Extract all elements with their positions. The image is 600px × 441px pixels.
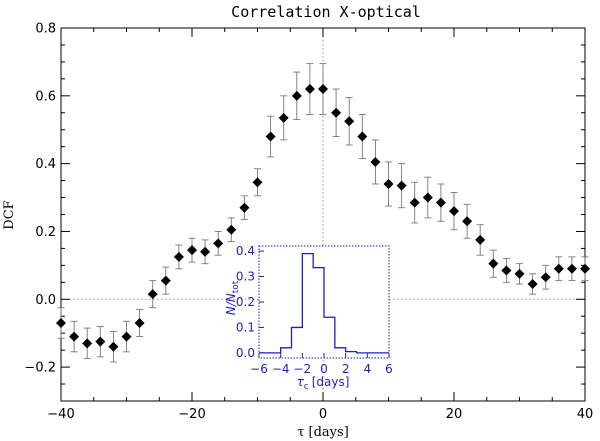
inset-y-tick-label: 0.0 (236, 346, 255, 360)
inset-x-label-subscript: c (304, 382, 309, 392)
data-point (580, 263, 590, 274)
data-point (173, 251, 184, 262)
y-tick-label: 0.0 (35, 293, 56, 308)
inset-y-label-main: N/N (224, 293, 238, 315)
x-tick-label: 40 (577, 407, 594, 422)
y-tick-label: −0.2 (24, 361, 56, 376)
data-point (278, 112, 289, 123)
data-point (514, 268, 525, 279)
inset-y-label-subscript: tot (231, 280, 241, 293)
data-point (435, 197, 446, 208)
data-points (56, 84, 590, 352)
data-point (383, 178, 394, 189)
x-tick-label: −20 (178, 407, 205, 422)
data-point (501, 265, 512, 276)
data-point (566, 263, 577, 274)
y-axis: −0.2 0.0 0.2 0.4 0.6 0.8 (24, 22, 585, 402)
y-tick-label: 0.6 (35, 89, 56, 104)
data-point (449, 206, 459, 217)
data-point (462, 216, 473, 227)
data-point (304, 84, 315, 95)
inset-x-tick-label: 2 (342, 362, 350, 376)
data-point (121, 331, 132, 342)
data-point (82, 338, 93, 349)
data-point (422, 192, 433, 203)
inset-y-axis: 0.0 0.1 0.2 0.3 0.4 (236, 244, 264, 360)
inset-x-tick-label: −2 (293, 362, 311, 376)
data-point (553, 263, 564, 274)
inset-x-tick-label: −4 (272, 362, 290, 376)
inset-x-tick-label: 4 (364, 362, 372, 376)
x-axis: −40 −20 0 20 40 (47, 28, 593, 422)
data-point (95, 336, 106, 347)
data-point (291, 90, 302, 101)
data-point (370, 156, 381, 167)
data-point (331, 107, 342, 118)
inset-y-label: N/Ntot (224, 280, 241, 315)
y-axis-label: DCF (2, 200, 17, 229)
data-point (344, 116, 355, 127)
inset-y-tick-label: 0.2 (236, 295, 255, 309)
data-point (69, 331, 80, 342)
y-tick-label: 0.2 (35, 225, 56, 240)
data-point (475, 234, 486, 245)
data-point (56, 318, 66, 329)
data-point (265, 131, 276, 142)
inset-x-axis: −6 −4 −2 0 2 4 6 (250, 353, 393, 376)
inset-x-tick-label: 0 (320, 362, 328, 376)
x-tick-label: 20 (446, 407, 463, 422)
data-point (160, 275, 171, 286)
chart-title: Correlation X-optical (231, 3, 421, 21)
data-point (252, 177, 263, 188)
data-point (108, 341, 119, 352)
x-tick-label: −40 (47, 407, 74, 422)
inset-y-tick-label: 0.1 (236, 320, 255, 334)
data-point (396, 180, 407, 191)
data-point (357, 131, 368, 142)
data-point (239, 202, 250, 213)
inset-y-tick-label: 0.3 (236, 270, 255, 284)
plot-area: −40 −20 0 20 40 −0.20.00.20.40.60.8 (24, 22, 593, 423)
data-point (527, 279, 538, 290)
inset-x-label-unit: [days] (312, 375, 350, 389)
x-tick-label: 0 (319, 407, 327, 422)
data-point (213, 238, 224, 249)
data-point (200, 246, 211, 257)
inset-y-tick-label: 0.4 (236, 244, 255, 258)
y-tick-label: 0.4 (35, 157, 56, 172)
inset-histogram: −6 −4 −2 0 2 4 6 0.0 0.1 0.2 0.3 0.4 τc [days] N/Nt… (224, 244, 393, 392)
data-point (488, 258, 499, 269)
x-axis-label: τ [days] (297, 425, 349, 440)
inset-x-label: τc [days] (297, 375, 350, 392)
data-point (540, 272, 551, 283)
data-point (318, 84, 328, 95)
y-tick-label: 0.8 (35, 22, 56, 37)
inset-x-label-symbol: τ (297, 375, 305, 389)
data-point (409, 197, 420, 208)
inset-x-tick-label: 6 (385, 362, 393, 376)
inset-x-tick-label: −6 (250, 362, 268, 376)
data-point (226, 224, 237, 235)
data-point (147, 289, 158, 300)
inset-histogram-steps (259, 252, 389, 354)
data-point (187, 245, 197, 256)
data-point (134, 318, 145, 329)
